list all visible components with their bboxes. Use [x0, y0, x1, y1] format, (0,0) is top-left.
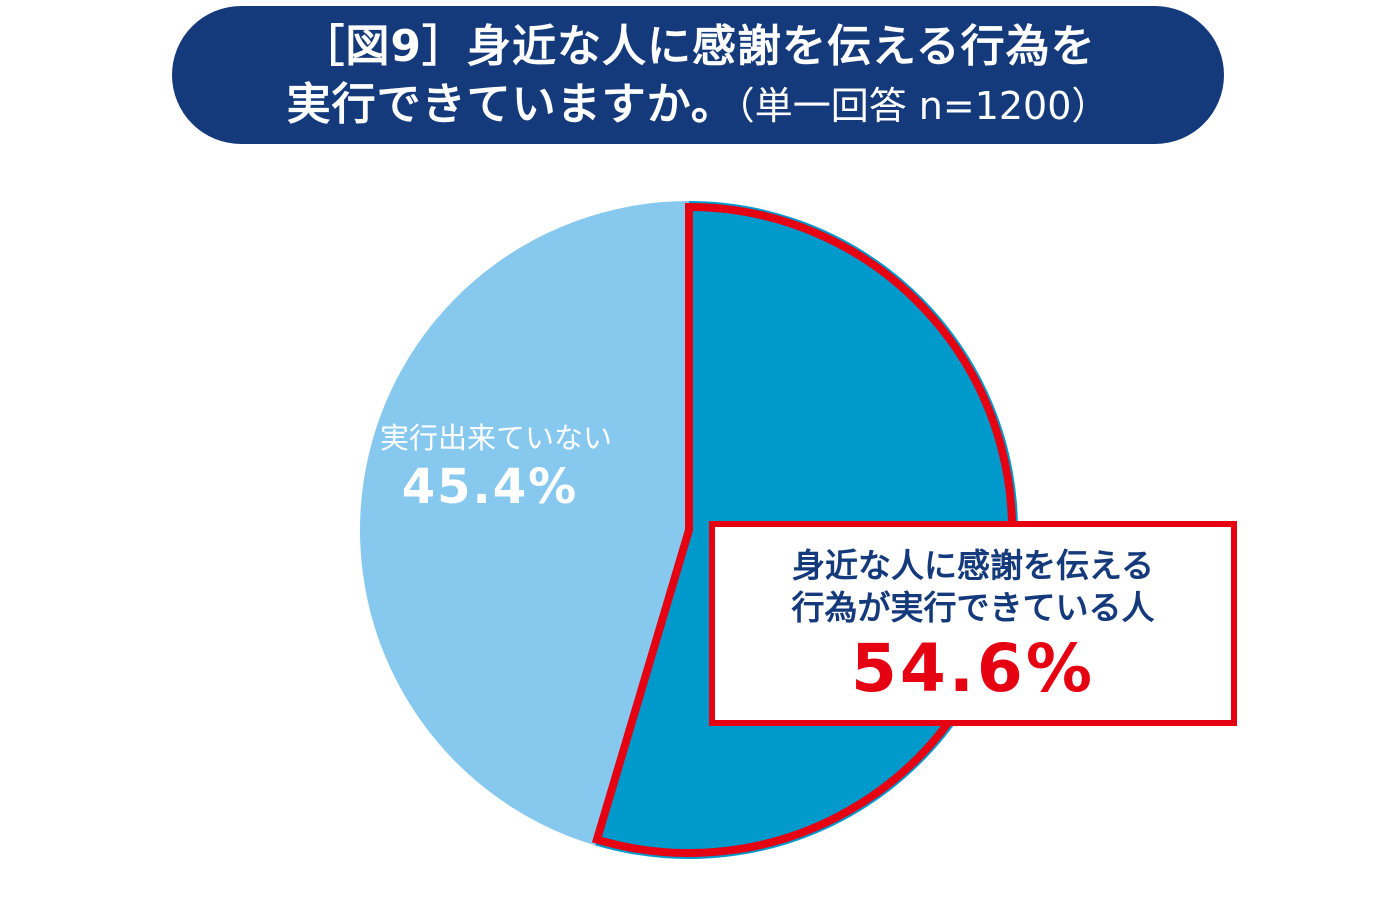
chart-title-banner: ［図9］身近な人に感謝を伝える行為を 実行できていますか。（単一回答 n=120… [172, 6, 1224, 144]
pie-slice-not-implemented [359, 201, 689, 846]
chart-title-sample-note: （単一回答 n=1200） [735, 83, 1110, 128]
chart-title-line1: ［図9］身近な人に感謝を伝える行為を [300, 20, 1096, 72]
chart-title-line2: 実行できていますか。（単一回答 n=1200） [287, 76, 1110, 135]
slice-callout-implemented: 身近な人に感謝を伝える 行為が実行できている人 54.6% [709, 521, 1237, 726]
slice-callout-implemented-value: 54.6% [851, 630, 1095, 707]
slice-label-not-implemented-name: 実行出来ていない [380, 421, 613, 455]
slice-label-not-implemented-value: 45.4% [401, 459, 579, 515]
slice-label-not-implemented: 実行出来ていない 45.4% [380, 418, 613, 516]
slice-callout-implemented-name-line2: 行為が実行できている人 [791, 588, 1155, 627]
chart-title-question: 実行できていますか。 [286, 78, 736, 130]
slice-callout-implemented-name-line1: 身近な人に感謝を伝える [791, 546, 1154, 585]
